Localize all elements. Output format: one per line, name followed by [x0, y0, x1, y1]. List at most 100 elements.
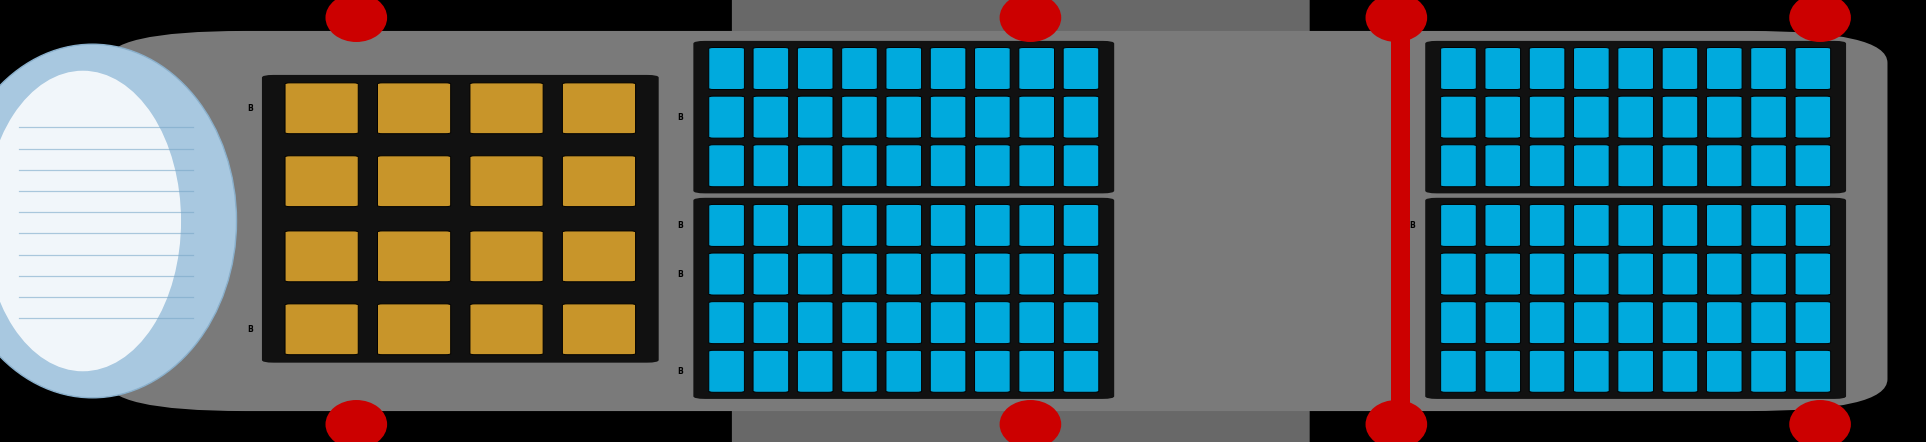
FancyBboxPatch shape [1063, 204, 1100, 246]
FancyBboxPatch shape [753, 253, 790, 295]
FancyBboxPatch shape [797, 350, 834, 392]
FancyBboxPatch shape [1706, 96, 1743, 138]
FancyBboxPatch shape [1441, 96, 1475, 138]
FancyBboxPatch shape [886, 204, 923, 246]
FancyBboxPatch shape [797, 301, 834, 344]
FancyBboxPatch shape [842, 301, 878, 344]
FancyBboxPatch shape [975, 253, 1011, 295]
FancyBboxPatch shape [930, 204, 967, 246]
FancyBboxPatch shape [1662, 204, 1699, 246]
FancyBboxPatch shape [1795, 253, 1832, 295]
FancyBboxPatch shape [1795, 48, 1832, 89]
FancyBboxPatch shape [1662, 253, 1699, 295]
FancyBboxPatch shape [975, 48, 1011, 89]
Text: B: B [678, 270, 682, 278]
FancyBboxPatch shape [1063, 145, 1100, 187]
FancyBboxPatch shape [1574, 204, 1610, 246]
FancyBboxPatch shape [1751, 350, 1787, 392]
FancyBboxPatch shape [1019, 48, 1055, 89]
FancyBboxPatch shape [1618, 350, 1653, 392]
FancyBboxPatch shape [753, 96, 790, 138]
FancyBboxPatch shape [842, 145, 878, 187]
FancyBboxPatch shape [1706, 253, 1743, 295]
FancyBboxPatch shape [886, 301, 923, 344]
FancyBboxPatch shape [1019, 301, 1055, 344]
Ellipse shape [1000, 400, 1061, 442]
FancyBboxPatch shape [106, 31, 1887, 411]
FancyBboxPatch shape [1662, 350, 1699, 392]
FancyBboxPatch shape [562, 231, 636, 282]
Text: B: B [678, 113, 682, 122]
FancyBboxPatch shape [1706, 350, 1743, 392]
FancyBboxPatch shape [709, 145, 745, 187]
FancyBboxPatch shape [1063, 48, 1100, 89]
FancyBboxPatch shape [1706, 301, 1743, 344]
FancyBboxPatch shape [797, 48, 834, 89]
FancyBboxPatch shape [1529, 204, 1566, 246]
FancyBboxPatch shape [975, 350, 1011, 392]
FancyBboxPatch shape [1485, 145, 1522, 187]
FancyBboxPatch shape [693, 41, 1115, 194]
FancyBboxPatch shape [285, 231, 358, 282]
Ellipse shape [1000, 0, 1061, 42]
FancyBboxPatch shape [709, 301, 745, 344]
FancyBboxPatch shape [842, 350, 878, 392]
FancyBboxPatch shape [753, 204, 790, 246]
FancyBboxPatch shape [975, 204, 1011, 246]
FancyBboxPatch shape [1618, 253, 1653, 295]
FancyBboxPatch shape [1618, 48, 1653, 89]
FancyBboxPatch shape [930, 350, 967, 392]
FancyBboxPatch shape [470, 304, 543, 354]
FancyBboxPatch shape [1662, 145, 1699, 187]
FancyBboxPatch shape [1795, 145, 1832, 187]
FancyBboxPatch shape [1529, 301, 1566, 344]
FancyBboxPatch shape [262, 75, 659, 362]
FancyBboxPatch shape [1441, 350, 1475, 392]
FancyBboxPatch shape [1574, 145, 1610, 187]
FancyBboxPatch shape [562, 156, 636, 207]
FancyBboxPatch shape [975, 301, 1011, 344]
FancyBboxPatch shape [1618, 301, 1653, 344]
FancyBboxPatch shape [1485, 96, 1522, 138]
FancyBboxPatch shape [1574, 253, 1610, 295]
FancyBboxPatch shape [1063, 350, 1100, 392]
FancyBboxPatch shape [1751, 301, 1787, 344]
FancyBboxPatch shape [1485, 350, 1522, 392]
FancyBboxPatch shape [1019, 350, 1055, 392]
FancyBboxPatch shape [930, 301, 967, 344]
Text: B: B [248, 325, 252, 334]
FancyBboxPatch shape [1795, 96, 1832, 138]
FancyBboxPatch shape [709, 350, 745, 392]
FancyBboxPatch shape [1751, 145, 1787, 187]
FancyBboxPatch shape [1751, 48, 1787, 89]
FancyBboxPatch shape [886, 48, 923, 89]
FancyBboxPatch shape [1574, 350, 1610, 392]
FancyBboxPatch shape [1441, 204, 1475, 246]
FancyBboxPatch shape [1618, 145, 1653, 187]
Ellipse shape [1789, 0, 1851, 42]
FancyBboxPatch shape [1441, 253, 1475, 295]
FancyBboxPatch shape [562, 304, 636, 354]
FancyBboxPatch shape [1529, 145, 1566, 187]
FancyBboxPatch shape [1485, 204, 1522, 246]
FancyBboxPatch shape [1441, 301, 1475, 344]
FancyBboxPatch shape [1662, 301, 1699, 344]
FancyBboxPatch shape [753, 301, 790, 344]
FancyBboxPatch shape [1529, 350, 1566, 392]
FancyBboxPatch shape [842, 253, 878, 295]
FancyBboxPatch shape [285, 83, 358, 133]
FancyBboxPatch shape [377, 156, 451, 207]
FancyBboxPatch shape [470, 156, 543, 207]
FancyBboxPatch shape [1485, 48, 1522, 89]
FancyBboxPatch shape [709, 253, 745, 295]
FancyBboxPatch shape [1485, 253, 1522, 295]
FancyBboxPatch shape [842, 96, 878, 138]
FancyBboxPatch shape [1019, 145, 1055, 187]
FancyBboxPatch shape [797, 253, 834, 295]
FancyBboxPatch shape [377, 304, 451, 354]
Text: B: B [248, 104, 252, 113]
FancyBboxPatch shape [709, 204, 745, 246]
FancyBboxPatch shape [377, 231, 451, 282]
FancyBboxPatch shape [1795, 204, 1832, 246]
FancyBboxPatch shape [886, 253, 923, 295]
